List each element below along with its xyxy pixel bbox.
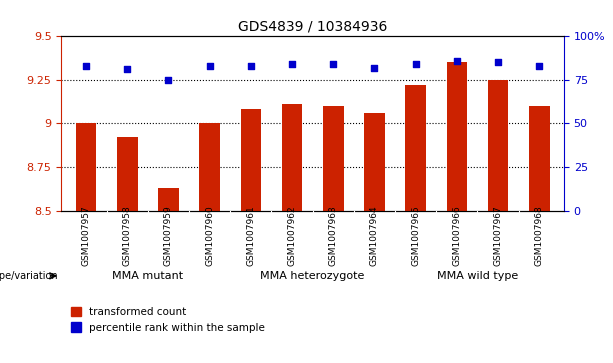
Point — [123, 66, 132, 72]
Point — [287, 61, 297, 67]
Point — [535, 63, 544, 69]
Point — [205, 63, 215, 69]
Text: GSM1007957: GSM1007957 — [82, 205, 91, 266]
Text: MMA wild type: MMA wild type — [437, 271, 518, 281]
Text: GSM1007968: GSM1007968 — [535, 205, 544, 266]
Bar — [282, 104, 302, 211]
Bar — [158, 188, 179, 211]
Point — [164, 77, 173, 83]
Point — [81, 63, 91, 69]
Text: genotype/variation: genotype/variation — [0, 271, 58, 281]
Bar — [405, 85, 426, 211]
Text: GSM1007966: GSM1007966 — [452, 205, 462, 266]
Text: GSM1007959: GSM1007959 — [164, 205, 173, 266]
Bar — [529, 106, 549, 211]
Legend: transformed count, percentile rank within the sample: transformed count, percentile rank withi… — [66, 303, 270, 337]
Bar — [199, 123, 220, 211]
Text: GSM1007961: GSM1007961 — [246, 205, 256, 266]
Bar — [240, 110, 261, 211]
Point — [493, 60, 503, 65]
Text: GSM1007964: GSM1007964 — [370, 205, 379, 266]
Bar — [364, 113, 385, 211]
Text: MMA mutant: MMA mutant — [112, 271, 183, 281]
Text: GSM1007958: GSM1007958 — [123, 205, 132, 266]
Point — [411, 61, 421, 67]
Bar — [488, 80, 508, 211]
Title: GDS4839 / 10384936: GDS4839 / 10384936 — [238, 20, 387, 34]
Text: GSM1007960: GSM1007960 — [205, 205, 214, 266]
Text: GSM1007963: GSM1007963 — [329, 205, 338, 266]
Point — [452, 58, 462, 64]
Bar — [323, 106, 343, 211]
Bar — [446, 62, 467, 211]
Bar — [76, 123, 96, 211]
Text: GSM1007967: GSM1007967 — [493, 205, 503, 266]
Text: GSM1007962: GSM1007962 — [287, 205, 297, 266]
Bar — [117, 137, 137, 211]
Text: MMA heterozygote: MMA heterozygote — [261, 271, 365, 281]
Point — [329, 61, 338, 67]
Point — [370, 65, 379, 70]
Point — [246, 63, 256, 69]
Text: GSM1007965: GSM1007965 — [411, 205, 420, 266]
